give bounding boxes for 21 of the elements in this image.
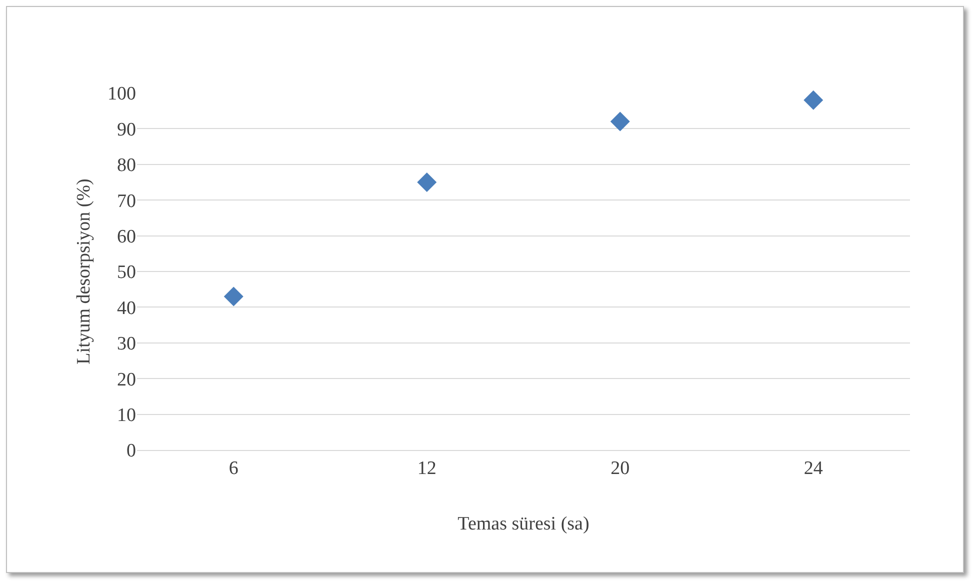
x-tick-label: 24 xyxy=(804,458,824,479)
y-tick-label: 80 xyxy=(117,155,136,176)
y-tick-label: 60 xyxy=(117,226,136,248)
point xyxy=(804,90,824,110)
x-tick-label: 6 xyxy=(228,458,238,479)
y-tick-label: 90 xyxy=(117,119,136,140)
point xyxy=(610,112,630,132)
y-tick-label: 100 xyxy=(108,84,136,105)
y-tick-label: 0 xyxy=(126,440,136,462)
y-axis-title: Lityum desorpsiyon (%) xyxy=(73,178,94,364)
y-tick-label: 50 xyxy=(117,262,136,284)
x-tick-label: 12 xyxy=(417,458,436,479)
point xyxy=(224,286,244,306)
y-tick-label: 20 xyxy=(117,369,136,390)
point xyxy=(417,172,437,192)
y-tick-label: 40 xyxy=(117,298,136,319)
y-tick-label: 70 xyxy=(117,190,136,212)
y-tick-label: 30 xyxy=(117,334,136,355)
x-tick-label: 20 xyxy=(610,458,630,479)
x-axis-title: Temas süresi (sa) xyxy=(458,514,590,535)
y-tick-label: 10 xyxy=(117,404,136,426)
